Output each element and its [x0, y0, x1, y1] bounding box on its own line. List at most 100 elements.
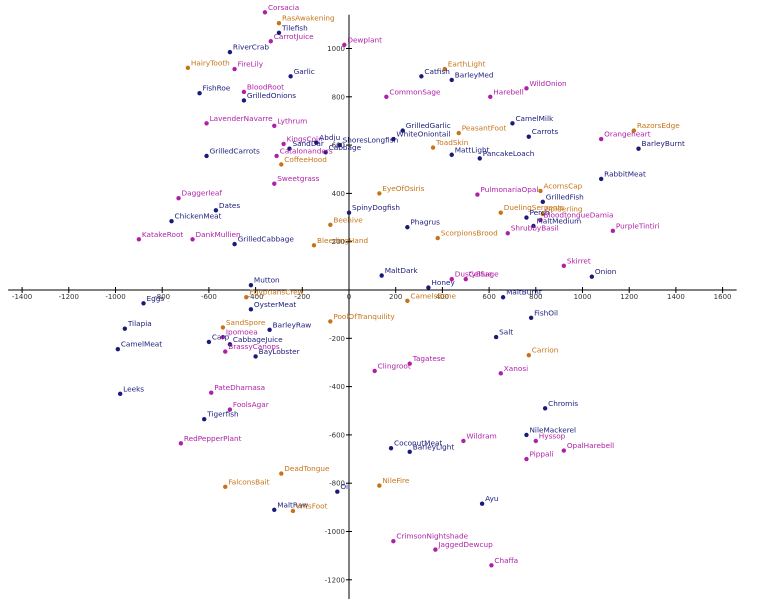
data-point — [561, 448, 567, 453]
data-point — [400, 128, 405, 133]
data-point — [631, 128, 637, 133]
data-label: BarleyRaw — [273, 320, 312, 329]
data-point — [449, 276, 454, 282]
data-label: Garlic — [294, 67, 315, 76]
x-tick-label: -800 — [154, 293, 170, 301]
data-point — [524, 86, 529, 91]
y-tick-label: -200 — [329, 335, 345, 343]
data-point — [384, 94, 389, 100]
data-point — [267, 327, 272, 333]
data-point — [636, 146, 641, 151]
data-label: FoolsAgar — [233, 400, 269, 409]
data-label: Tagatese — [412, 354, 446, 363]
data-label: RazorsEdge — [637, 121, 680, 130]
data-point — [405, 225, 410, 230]
data-point — [141, 301, 146, 306]
data-label: Lythrum — [277, 116, 307, 125]
data-label: RiverCrab — [233, 43, 269, 52]
data-label: Cabbage — [329, 143, 362, 152]
data-point — [407, 361, 412, 366]
tick-labels: -1400 -1200 -1000 -800 -600 -400 -200 0 200 400 60… — [12, 45, 732, 584]
data-label: SandSpore — [226, 318, 266, 327]
data-point — [493, 334, 499, 340]
data-point — [540, 211, 546, 217]
data-label: RabbitMeat — [604, 169, 646, 178]
data-point — [598, 136, 604, 142]
data-point — [272, 123, 277, 128]
data-point — [248, 282, 254, 288]
data-label: CoconutMeat — [394, 439, 442, 448]
data-point — [475, 192, 480, 197]
data-label: EgyptiansCrew — [249, 288, 303, 297]
data-label: CamelMeat — [121, 340, 162, 349]
x-tick-label: 800 — [529, 293, 542, 301]
data-label: Carp — [212, 332, 230, 341]
data-label: Harebell — [493, 87, 523, 96]
data-point — [442, 66, 447, 72]
data-point — [498, 210, 503, 215]
data-label: BloodRoot — [247, 82, 284, 91]
data-point — [279, 162, 284, 167]
y-tick-label: 800 — [332, 93, 345, 101]
data-label: Oil — [340, 482, 350, 491]
data-label: DankMullien — [196, 230, 241, 239]
data-label: CommonSage — [389, 87, 441, 96]
data-point — [498, 371, 503, 376]
data-label: Beehive — [333, 215, 363, 224]
x-tick-label: -400 — [248, 293, 264, 301]
data-label: Sweetgrass — [277, 174, 319, 183]
data-point — [346, 210, 352, 215]
y-tick-label: -400 — [329, 383, 345, 391]
data-point — [489, 563, 494, 568]
data-point — [272, 507, 277, 512]
data-point — [223, 349, 228, 354]
data-label: NileMackerel — [529, 425, 576, 434]
data-point — [290, 508, 296, 514]
data-point — [526, 353, 531, 358]
data-point — [342, 42, 347, 48]
data-point — [426, 285, 431, 290]
data-label: Hyssop — [539, 431, 566, 440]
data-point — [372, 368, 377, 374]
data-point — [288, 74, 293, 79]
y-tick-label: 400 — [332, 190, 345, 198]
data-point — [435, 235, 440, 241]
data-label: FalconsBait — [228, 477, 269, 486]
data-point — [274, 153, 279, 159]
data-label: Mutton — [254, 276, 280, 285]
data-label: MaltBurnt — [506, 288, 542, 297]
data-point — [524, 215, 529, 220]
data-label: Perch — [529, 208, 549, 217]
data-label: GrilledCabbage — [238, 235, 295, 244]
data-label: BrassyCanops — [228, 342, 280, 351]
data-label: MaltMedium — [536, 217, 581, 226]
data-point — [279, 471, 284, 476]
y-tick-label: -1200 — [325, 576, 345, 584]
data-point — [223, 484, 228, 490]
data-point — [528, 315, 534, 320]
data-point — [337, 142, 342, 148]
data-label: KingsCoin — [287, 134, 323, 143]
data-point — [244, 295, 249, 300]
data-label: Tilefish — [281, 23, 308, 32]
data-point — [287, 146, 292, 151]
x-tick-label: -1400 — [12, 293, 32, 301]
data-label: WhiteOniontail — [396, 130, 450, 139]
x-tick-label: 400 — [436, 293, 449, 301]
data-point — [561, 263, 567, 269]
data-point — [314, 140, 319, 145]
data-point — [281, 141, 286, 147]
data-label: HairyTooth — [191, 58, 230, 67]
data-point — [449, 152, 454, 157]
data-label: NileFire — [382, 476, 410, 485]
data-label: CrimsonNightshade — [396, 532, 468, 541]
data-label: ToadSkin — [435, 138, 468, 147]
data-point — [232, 66, 237, 72]
data-label: EyeOfOsiris — [382, 184, 424, 193]
data-label: Orangeheart — [604, 130, 651, 139]
data-label: DeadTongue — [284, 464, 330, 473]
data-point — [540, 199, 546, 205]
data-label: ChickenMeat — [175, 212, 222, 221]
data-point — [209, 390, 214, 395]
